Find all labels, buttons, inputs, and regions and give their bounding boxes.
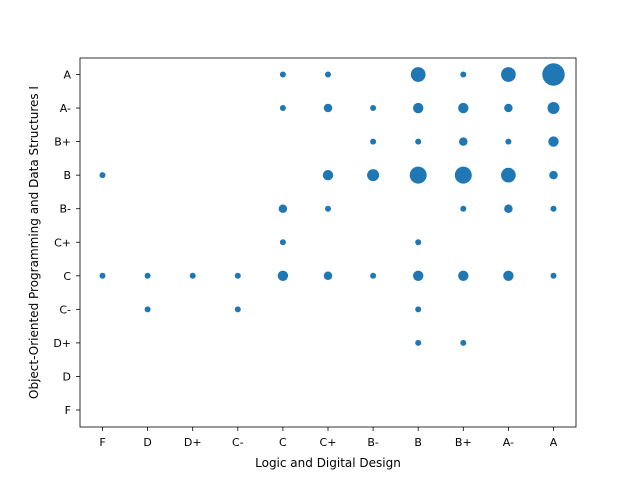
scatter-point-C+-A- [323,103,333,113]
y-tick-label: B [63,169,71,182]
x-tick-label: A [550,436,558,449]
scatter-point-B-C [413,270,424,281]
scatter-point-C-A- [279,105,286,112]
scatter-point-B+-A [460,71,467,78]
y-tick-label: D [63,370,71,383]
scatter-point-C-A [279,71,286,78]
scatter-point-A--C [503,270,514,281]
scatter-point-A-A [542,63,565,86]
scatter-point-F-B [99,172,106,179]
y-tick-label: F [65,404,71,417]
scatter-point-C-C+ [279,239,286,246]
scatter-point-A-C [550,272,557,279]
scatter-point-B--A- [370,105,377,112]
scatter-point-A--B- [504,204,513,213]
x-tick-label: B+ [455,436,472,449]
x-tick-label: C- [232,436,244,449]
plot-frame [79,57,577,428]
scatter-point-B+-D+ [460,339,467,346]
y-tick-label: B+ [54,136,71,149]
scatter-point-A-B- [550,205,557,212]
scatter-point-D-C- [144,306,151,313]
scatter-point-D-C [144,272,151,279]
scatter-point-A-A- [547,102,560,115]
x-axis-ticks: F D D+ C- C C+ B- B B+ A- A [99,427,558,449]
scatter-point-B-B [409,166,427,184]
scatter-point-A--A- [504,103,513,113]
scatter-point-C+-A [325,71,331,78]
x-tick-label: C+ [320,436,337,449]
y-tick-label: C+ [54,236,71,249]
scatter-point-B+-A- [458,102,469,114]
y-tick-label: C [63,270,71,283]
y-tick-label: D+ [53,337,71,350]
x-tick-label: B [414,436,422,449]
scatter-point-C--C [234,272,241,279]
scatter-point-C-B- [278,204,288,213]
scatter-point-B-A [410,67,426,82]
scatter-point-B+-B [454,166,472,184]
x-tick-label: B- [367,436,379,449]
x-tick-label: D [143,436,151,449]
x-tick-label: C [279,436,287,449]
scatter-point-B--C [370,272,377,279]
y-tick-label: A- [60,102,71,115]
points-layer [99,63,565,346]
scatter-point-B-C+ [415,239,422,246]
scatter-point-F-C [99,272,106,279]
scatter-point-B+-B+ [459,137,468,146]
scatter-point-B-B+ [415,138,422,145]
scatter-point-B+-B- [460,205,467,212]
scatter-point-A-B [549,170,558,180]
scatter-point-B--B+ [370,138,377,145]
y-tick-label: C- [59,303,71,316]
y-axis-label: Object-Oriented Programming and Data Str… [27,86,41,399]
scatter-point-B+-C [458,270,469,281]
scatter-point-C-C [277,270,289,281]
scatter-point-A--B+ [505,138,512,145]
scatter-point-B-C- [415,306,422,313]
scatter-point-C+-C [323,271,333,281]
x-axis-label: Logic and Digital Design [255,456,401,470]
y-tick-label: A [63,69,71,82]
scatter-point-B--B [367,169,380,182]
scatter-point-C--C- [234,306,241,313]
scatter-point-D+-C [189,272,196,279]
y-axis-ticks: F D D+ C- C C+ B- B B+ A- A [53,69,80,417]
x-tick-label: D+ [184,436,202,449]
scatter-point-C+-B [322,169,334,181]
scatter-point-A--A [501,67,516,82]
scatter-point-C+-B- [325,205,331,212]
scatter-point-A--B [501,167,516,183]
scatter-point-B-A- [413,102,424,114]
x-tick-label: A- [503,436,514,449]
x-tick-label: F [99,436,105,449]
y-tick-label: B- [59,203,71,216]
scatter-point-B-D+ [415,339,422,346]
scatter-point-A-B+ [548,136,559,147]
